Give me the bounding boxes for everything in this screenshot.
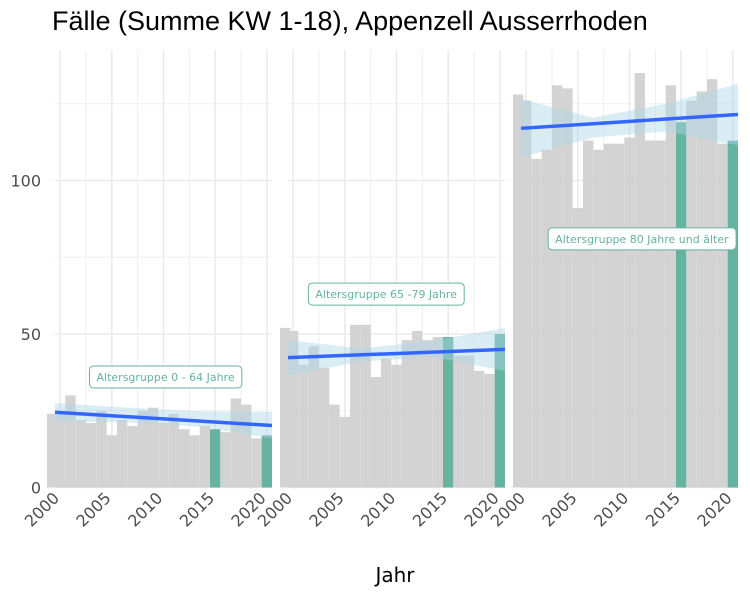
bar-2006 <box>583 140 594 488</box>
x-tick-label: 2005 <box>72 488 114 530</box>
bar-2003 <box>319 367 330 488</box>
bar-2002 <box>541 149 552 488</box>
bar-2009 <box>614 143 625 488</box>
bar-2013 <box>655 140 666 488</box>
bar-2019 <box>717 143 728 488</box>
bar-2001 <box>298 364 309 488</box>
panel-label: Altersgruppe 80 Jahre und älter <box>555 233 729 246</box>
bar-2013 <box>422 340 433 488</box>
bar-2010 <box>391 364 402 488</box>
bar-2020 <box>494 334 505 488</box>
bar-2008 <box>603 143 614 488</box>
confidence-band <box>288 327 505 376</box>
bar-2016 <box>220 432 231 488</box>
bar-2018 <box>474 370 485 488</box>
bar-2002 <box>308 346 319 488</box>
bar-2020 <box>727 140 738 488</box>
bar-1999 <box>47 413 58 488</box>
bar-2008 <box>137 410 148 488</box>
facet-panel-1: Altersgruppe 0 - 64 Jahre 2000 2005 2010 201… <box>21 50 273 531</box>
bar-2001 <box>531 159 542 488</box>
x-tick-label: 2010 <box>124 488 166 530</box>
bar-2011 <box>634 73 645 488</box>
bar-2010 <box>158 423 169 488</box>
bar-1999 <box>280 327 291 488</box>
x-tick-label: 2015 <box>409 488 451 530</box>
x-tick-label: 2015 <box>642 488 684 530</box>
bar-2000 <box>288 330 299 488</box>
panel-label-box <box>547 227 737 251</box>
bar-2000 <box>521 100 532 488</box>
y-tick-label: 100 <box>10 172 41 191</box>
panel-label: Altersgruppe 0 - 64 Jahre <box>97 371 235 384</box>
bar-2011 <box>168 413 179 488</box>
x-tick-label: 2010 <box>357 488 399 530</box>
confidence-band <box>55 403 272 439</box>
y-tick-label: 0 <box>31 479 41 498</box>
panel-label-box <box>89 365 243 389</box>
bar-2017 <box>230 398 241 488</box>
bar-2006 <box>350 324 361 488</box>
bar-2006 <box>117 419 128 488</box>
bar-2009 <box>381 358 392 488</box>
bar-2012 <box>412 330 423 488</box>
bar-2007 <box>127 426 138 488</box>
bar-2007 <box>360 324 371 488</box>
trend-line <box>54 410 273 428</box>
bar-2009 <box>148 407 159 488</box>
bar-2008 <box>370 376 381 488</box>
bar-1999 <box>513 94 524 488</box>
x-tick-label: 2020 <box>693 488 735 530</box>
trend-line <box>520 112 739 131</box>
bar-2004 <box>562 88 573 488</box>
bar-2002 <box>75 419 86 488</box>
bar-2007 <box>593 149 604 488</box>
y-tick-label: 50 <box>21 325 41 344</box>
bar-2014 <box>665 85 676 488</box>
bar-2016 <box>453 355 464 488</box>
bar-2016 <box>686 100 697 488</box>
x-tick-label: 2005 <box>305 488 347 530</box>
bar-2004 <box>329 404 340 488</box>
bar-2018 <box>241 404 252 488</box>
bar-2005 <box>572 208 583 488</box>
bar-2015 <box>443 337 454 488</box>
bar-2014 <box>199 426 210 488</box>
panel-label: Altersgruppe 65 -79 Jahre <box>315 288 457 301</box>
bar-2015 <box>676 122 687 488</box>
bar-2019 <box>484 373 495 488</box>
panel-label-box <box>307 282 465 306</box>
x-tick-label: 2005 <box>538 488 580 530</box>
x-tick-label: 2015 <box>176 488 218 530</box>
x-tick-label: 2000 <box>21 488 63 530</box>
bar-2011 <box>401 340 412 488</box>
bar-2012 <box>179 429 190 488</box>
bar-2017 <box>696 91 707 488</box>
bar-2012 <box>645 140 656 488</box>
bar-2005 <box>106 435 117 488</box>
bar-2013 <box>189 435 200 488</box>
bar-2010 <box>624 137 635 488</box>
bar-2003 <box>86 423 97 488</box>
bar-2020 <box>261 435 272 488</box>
bar-2003 <box>552 85 563 488</box>
chart-title: Fälle (Summe KW 1-18), Appenzell Ausserr… <box>52 6 648 36</box>
trend-line <box>287 347 506 360</box>
bar-2015 <box>210 429 221 488</box>
bar-2017 <box>463 355 474 488</box>
bar-2001 <box>65 395 76 488</box>
bar-2014 <box>432 337 443 488</box>
x-tick-label: 2010 <box>590 488 632 530</box>
bar-2019 <box>251 438 262 488</box>
bar-2005 <box>339 416 350 488</box>
bar-2018 <box>707 79 718 488</box>
bar-2000 <box>55 413 66 488</box>
bar-2004 <box>96 410 107 488</box>
x-axis-title: Jahr <box>373 563 415 587</box>
